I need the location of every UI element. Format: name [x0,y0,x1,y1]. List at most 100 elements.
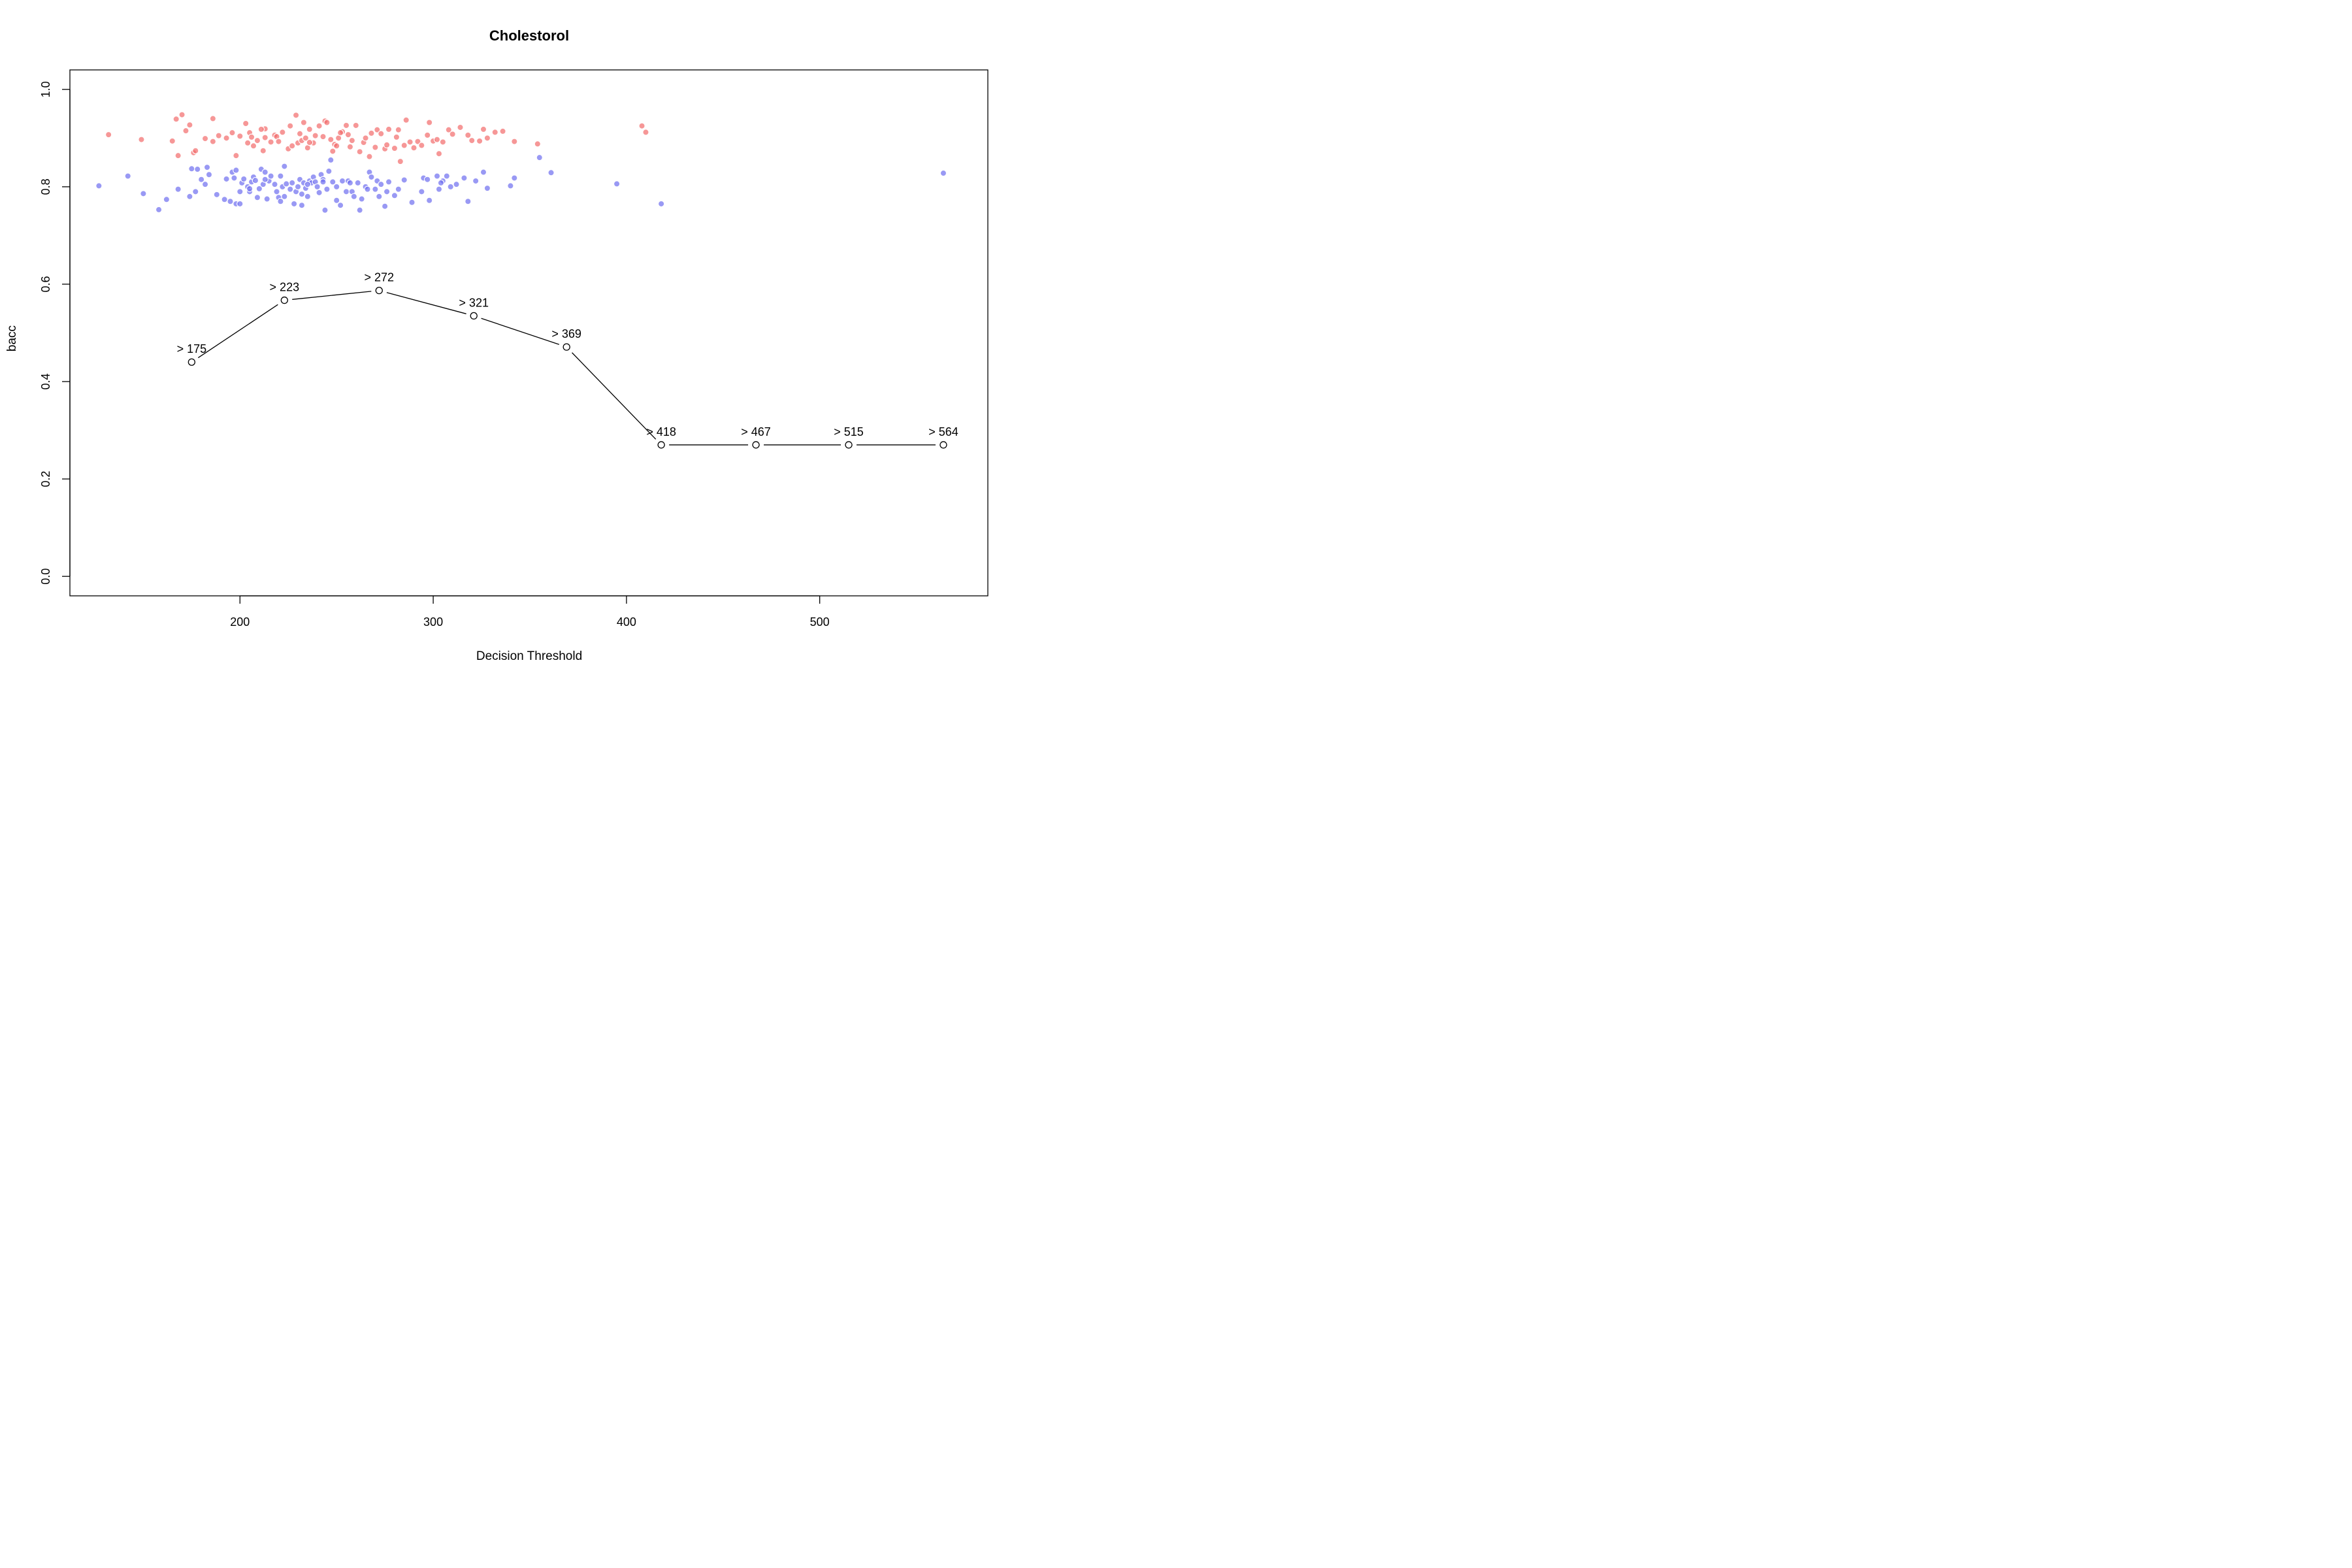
scatter-point-red [174,152,182,159]
scatter-point-red [253,137,261,144]
scatter-point-blue [290,200,298,208]
scatter-point-blue [424,176,431,183]
scatter-point-red [292,112,300,119]
scatter-point-red [267,139,274,146]
scatter-point-red [300,119,308,126]
scatter-point-blue [314,183,321,191]
scatter-point-red [402,116,410,123]
scatter-point-blue [246,185,253,193]
scatter-point-red [511,138,518,145]
scatter-point-blue [350,193,358,200]
scatter-point-blue [140,190,147,197]
threshold-point [657,441,665,449]
scatter-point-red [378,130,385,137]
threshold-point-label: > 418 [646,425,676,438]
scatter-point-red [302,135,310,142]
scatter-point-blue [613,180,621,188]
scatter-point-red [391,144,399,152]
scatter-point-red [342,122,350,129]
scatter-point-red [476,137,483,145]
scatter-point-blue [327,156,335,164]
scatter-point-red [372,144,379,151]
scatter-point-blue [358,195,365,203]
scatter-point-red [638,122,645,129]
scatter-point-blue [323,186,331,193]
scatter-point-blue [536,154,543,161]
scatter-point-blue [213,191,220,199]
scatter-point-blue [261,176,269,183]
scatter-point-blue [261,169,269,176]
threshold-point-label: > 369 [551,327,581,340]
scatter-point-blue [480,169,487,176]
scatter-point-blue [201,180,209,188]
scatter-point-blue [255,185,263,193]
scatter-point-red [306,125,313,133]
scatter-point-red [362,135,369,142]
y-tick-label: 0.0 [39,568,52,585]
threshold-point-label: > 515 [834,425,864,438]
scatter-point-red [316,122,323,129]
scatter-point-blue [547,169,555,176]
threshold-point-label: > 564 [928,425,958,438]
scatter-point-blue [298,190,306,198]
scatter-point-blue [507,182,514,189]
scatter-point-blue [192,188,199,195]
scatter-point-blue [657,200,665,208]
scatter-point-red [435,150,443,157]
chart-title: Cholestorol [489,27,569,44]
threshold-point [939,441,947,449]
threshold-point [563,343,570,351]
scatter-point-blue [188,165,195,172]
scatter-point-red [229,129,236,137]
scatter-point-red [383,141,391,148]
y-tick-label: 0.4 [39,374,52,390]
scatter-point-red [406,139,414,146]
scatter-point-blue [163,196,171,203]
x-axis: 200 300 400 500 [230,595,830,629]
scatter-point-red [418,142,425,149]
threshold-line-segment [292,291,372,300]
scatter-point-blue [325,167,333,175]
y-tick-label: 0.6 [39,276,52,292]
scatter-point-red [410,144,417,152]
scatter-point-blue [383,188,391,195]
scatter-point-red [138,136,145,143]
scatter-point-blue [333,197,340,204]
scatter-point-blue [288,179,296,187]
threshold-point-label: > 272 [364,271,394,284]
x-tick-label: 300 [423,615,443,629]
scatter-point-blue [194,165,201,173]
scatter-point-red [223,135,230,142]
scatter-point-blue [368,173,375,181]
scatter-point-blue [277,172,284,180]
scatter-point-blue [333,183,340,191]
scatter-point-blue [453,180,460,188]
y-tick-label: 0.8 [39,178,52,195]
scatter-point-blue [483,184,491,192]
scatter-point-blue [511,174,518,182]
scatter-point-blue [197,176,205,183]
threshold-line-segment [572,352,657,440]
scatter-point-blue [223,175,230,183]
scatter-point-blue [231,174,238,182]
scatter-point-blue [400,176,408,184]
scatter-point-red [344,131,352,139]
plot-area-frame [69,69,988,596]
scatter-point-red [329,148,336,155]
scatter-point-blue [273,188,280,195]
scatter-point-blue [356,206,363,214]
threshold-point-label: > 175 [177,342,207,355]
threshold-point [375,287,383,295]
x-tick-label: 400 [617,615,636,629]
scatter-point-blue [304,193,312,200]
scatter-point-blue [472,177,480,185]
scatter-point-red [348,137,356,144]
scatter-point-red [312,132,319,139]
scatter-point-blue [277,198,284,205]
scatter-point-blue [316,189,323,197]
scatter-point-red [425,119,433,126]
scatter-point-red [433,136,441,143]
scatter-point-red [257,125,265,133]
threshold-line-segment [197,304,278,359]
scatter-point-blue [435,186,443,193]
